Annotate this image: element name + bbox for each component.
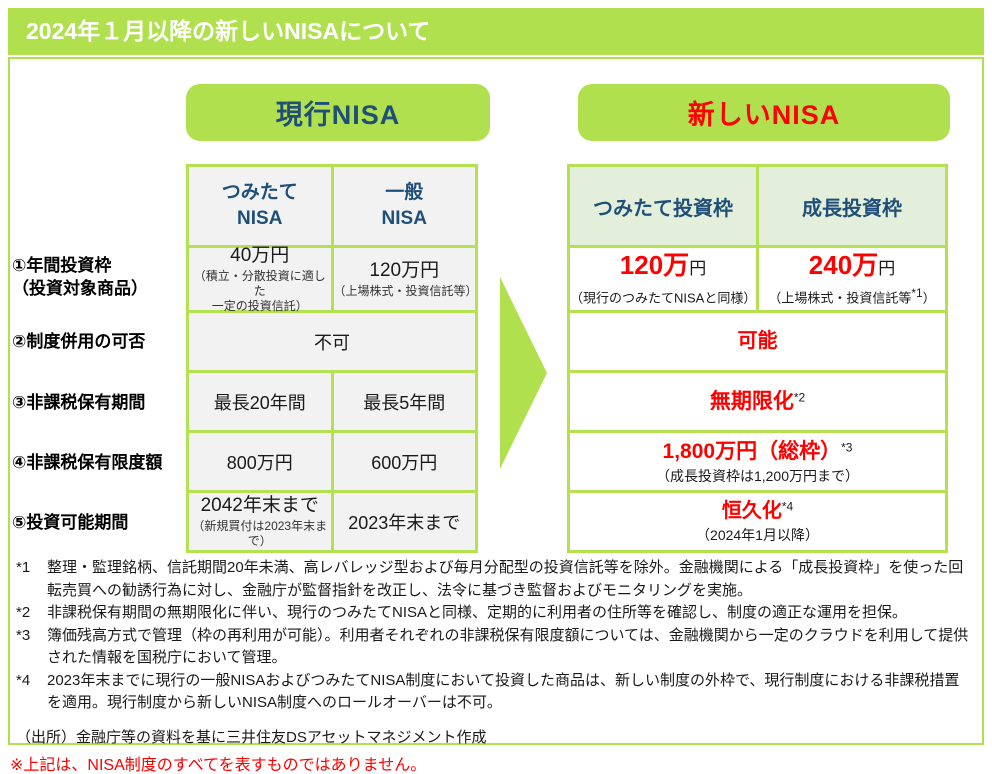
footnote-item: *3 簿価残高方式で管理（枠の再利用が可能）。利用者それぞれの非課税保有限度額に… xyxy=(16,625,974,670)
cell-note: （成長投資枠は1,200万円まで） xyxy=(655,467,860,484)
cell-value: 最長20年間 xyxy=(213,392,306,413)
amount-value: 40万円 xyxy=(230,244,290,266)
cell-value: 恒久化*4 xyxy=(722,499,793,524)
current-annual-limit-general-cell: 120万円 （上場株式・投資信託等） xyxy=(333,248,478,310)
new-annual-limit-tsumitate-cell: 120万円 （現行のつみたてNISAと同様） xyxy=(570,248,756,310)
footnote-marker: *4 xyxy=(16,671,31,689)
footnote-item: *4 2023年末までに現行の一般NISAおよびつみたてNISA制度において投資… xyxy=(16,670,974,715)
row-label-investment-period: ⑤投資可能期間 xyxy=(12,513,129,532)
footnote-ref: *1 xyxy=(911,286,923,301)
amount-unit: 円 xyxy=(689,259,707,279)
cell-value: 不可 xyxy=(314,332,350,353)
column-header-label: つみたて投資枠 xyxy=(593,197,733,220)
value-text: 1,800万円（総枠） xyxy=(662,439,842,463)
cell-value: 無期限化*2 xyxy=(710,389,805,415)
current-annual-limit-tsumitate-cell: 40万円 （積立・分散投資に適した 一定の投資信託） xyxy=(189,244,331,313)
new-header-growth-frame: 成長投資枠 xyxy=(759,167,945,245)
cell-value: 2023年末まで xyxy=(348,512,461,533)
cell-value: 2042年末まで xyxy=(200,494,319,516)
column-header-label: 一般 NISA xyxy=(381,182,427,229)
new-tax-free-cap-cell: 1,800万円（総枠）*3 （成長投資枠は1,200万円まで） xyxy=(570,433,945,490)
footnote-text: 2023年末までに現行の一般NISAおよびつみたてNISA制度において投資した商… xyxy=(47,671,960,712)
value-text: 恒久化 xyxy=(721,500,782,522)
current-nisa-table: つみたて NISA 一般 NISA 40万円 （積立・分散投資に適した 一定の投… xyxy=(186,164,478,553)
current-tax-free-cap-tsumitate-cell: 800万円 xyxy=(189,433,331,490)
cell-value: 800万円 xyxy=(226,452,293,473)
new-annual-limit-growth-cell: 240万円 （上場株式・投資信託等*1） xyxy=(759,248,945,310)
new-combined-use-cell: 可能 xyxy=(570,313,945,370)
current-header-tsumitate: つみたて NISA xyxy=(189,167,331,245)
amount-note: （新規買付は2023年末まで） xyxy=(192,518,328,548)
transition-arrow-icon xyxy=(500,277,547,469)
column-header-label: つみたて NISA xyxy=(221,182,298,229)
current-investment-period-tsumitate-cell: 2042年末まで （新規買付は2023年末まで） xyxy=(189,493,331,550)
footnote-item: *1 整理・監理銘柄、信託期間20年未満、高レバレッジ型および毎月分配型の投資信… xyxy=(16,557,974,602)
amount-value: 120万円 xyxy=(369,259,440,281)
footnote-text: 簿価残高方式で管理（枠の再利用が可能）。利用者それぞれの非課税保有限度額について… xyxy=(47,626,969,667)
footnote-text: 非課税保有期間の無期限化に伴い、現行のつみたてNISAと同様、定期的に利用者の住… xyxy=(47,604,908,621)
note-text: （上場株式・投資信託等 xyxy=(768,290,912,306)
new-nisa-heading: 新しいNISA xyxy=(578,84,950,141)
footnote-ref: *3 xyxy=(841,440,853,455)
footnotes-section: *1 整理・監理銘柄、信託期間20年未満、高レバレッジ型および毎月分配型の投資信… xyxy=(16,557,974,747)
new-tax-free-period-cell: 無期限化*2 xyxy=(570,373,945,430)
current-tax-free-period-general-cell: 最長5年間 xyxy=(333,373,475,430)
amount-note: （現行のつみたてNISAと同様） xyxy=(570,285,756,306)
footnote-marker: *1 xyxy=(16,559,31,576)
note-text: ） xyxy=(922,290,936,306)
footnote-ref: *4 xyxy=(781,499,794,514)
footnote-marker: *2 xyxy=(16,604,31,621)
footnote-text: 整理・監理銘柄、信託期間20年未満、高レバレッジ型および毎月分配型の投資信託等を… xyxy=(47,559,964,599)
current-investment-period-general-cell: 2023年末まで xyxy=(333,493,475,550)
cell-value: 600万円 xyxy=(371,452,438,473)
source-line: （出所）金融庁等の資料を基に三井住友DSアセットマネジメント作成 xyxy=(16,728,487,746)
cell-value: 1,800万円（総枠）*3 xyxy=(663,439,853,465)
cell-note: （2024年1月以降） xyxy=(696,527,819,543)
amount-number: 120万 xyxy=(619,250,690,281)
row-label-tax-free-period: ③非課税保有期間 xyxy=(12,393,146,412)
row-label-annual-limit: ①年間投資枠 （投資対象商品） xyxy=(12,256,148,298)
amount-number: 240万 xyxy=(808,250,879,281)
current-tax-free-cap-general-cell: 600万円 xyxy=(333,433,475,490)
amount-unit: 円 xyxy=(878,259,896,279)
footnote-item: *2 非課税保有期間の無期限化に伴い、現行のつみたてNISAと同様、定期的に利用… xyxy=(16,602,974,625)
amount-note: （積立・分散投資に適した 一定の投資信託） xyxy=(193,268,326,313)
new-investment-period-cell: 恒久化*4 （2024年1月以降） xyxy=(570,493,945,550)
cell-value: 最長5年間 xyxy=(363,392,446,413)
current-nisa-heading: 現行NISA xyxy=(186,84,490,141)
amount-note: （上場株式・投資信託等） xyxy=(333,283,478,298)
amount-value: 240万円 xyxy=(809,251,895,284)
row-label-combined-use: ②制度併用の可否 xyxy=(12,332,146,351)
footnote-ref: *2 xyxy=(793,390,806,405)
page-title: 2024年１月以降の新しいNISAについて xyxy=(8,8,984,55)
current-combined-use-cell: 不可 xyxy=(189,313,475,370)
current-tax-free-period-tsumitate-cell: 最長20年間 xyxy=(189,373,331,430)
column-header-label: 成長投資枠 xyxy=(802,197,902,220)
new-nisa-table: つみたて投資枠 成長投資枠 120万円 （現行のつみたてNISAと同様） 240… xyxy=(567,164,948,553)
current-header-general: 一般 NISA xyxy=(333,167,475,245)
row-label-tax-free-cap: ④非課税保有限度額 xyxy=(12,453,163,472)
value-text: 無期限化 xyxy=(709,389,794,413)
note-text: （現行のつみたてNISAと同様） xyxy=(570,290,757,306)
new-header-tsumitate-frame: つみたて投資枠 xyxy=(570,167,756,245)
cell-value: 可能 xyxy=(737,330,778,352)
amount-value: 120万円 xyxy=(620,251,706,284)
footnote-marker: *3 xyxy=(16,626,31,644)
amount-note: （上場株式・投資信託等*1） xyxy=(768,285,935,306)
disclaimer-note: ※上記は、NISA制度のすべてを表すものではありません。 xyxy=(10,757,427,774)
